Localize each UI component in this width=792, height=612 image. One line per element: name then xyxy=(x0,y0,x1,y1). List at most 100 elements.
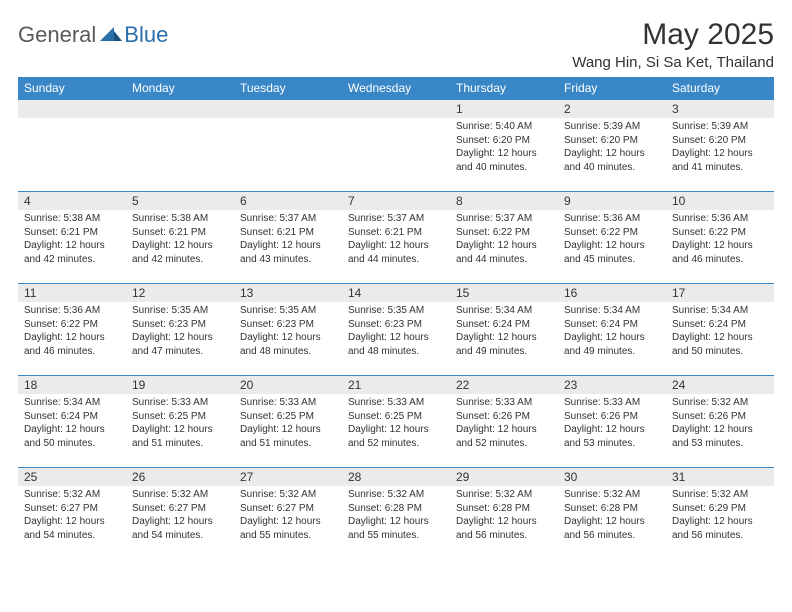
daylight-text: Daylight: 12 hours and 54 minutes. xyxy=(24,515,120,542)
day-number: 19 xyxy=(126,376,234,394)
calendar-page: General Blue May 2025 Wang Hin, Si Sa Ke… xyxy=(0,0,792,560)
sunset-text: Sunset: 6:21 PM xyxy=(132,226,228,240)
day-cell: 25Sunrise: 5:32 AMSunset: 6:27 PMDayligh… xyxy=(18,468,126,560)
day-cell: 22Sunrise: 5:33 AMSunset: 6:26 PMDayligh… xyxy=(450,376,558,468)
location-text: Wang Hin, Si Sa Ket, Thailand xyxy=(572,54,774,71)
sunset-text: Sunset: 6:22 PM xyxy=(456,226,552,240)
sunrise-text: Sunrise: 5:32 AM xyxy=(24,488,120,502)
day-number: 20 xyxy=(234,376,342,394)
day-cell: 29Sunrise: 5:32 AMSunset: 6:28 PMDayligh… xyxy=(450,468,558,560)
daylight-text: Daylight: 12 hours and 42 minutes. xyxy=(24,239,120,266)
day-cell: 20Sunrise: 5:33 AMSunset: 6:25 PMDayligh… xyxy=(234,376,342,468)
day-details xyxy=(18,118,126,178)
day-cell: 7 Sunrise: 5:37 AMSunset: 6:21 PMDaylight… xyxy=(342,192,450,284)
sunrise-text: Sunrise: 5:34 AM xyxy=(24,396,120,410)
sunrise-text: Sunrise: 5:32 AM xyxy=(456,488,552,502)
day-number: 3 xyxy=(666,100,774,118)
daylight-text: Daylight: 12 hours and 53 minutes. xyxy=(564,423,660,450)
sunset-text: Sunset: 6:23 PM xyxy=(132,318,228,332)
day-cell: 21Sunrise: 5:33 AMSunset: 6:25 PMDayligh… xyxy=(342,376,450,468)
header: General Blue May 2025 Wang Hin, Si Sa Ke… xyxy=(18,18,774,71)
day-cell: 5Sunrise: 5:38 AMSunset: 6:21 PMDaylight… xyxy=(126,192,234,284)
sunrise-text: Sunrise: 5:32 AM xyxy=(132,488,228,502)
day-number xyxy=(18,100,126,118)
day-details: Sunrise: 5:36 AMSunset: 6:22 PMDaylight:… xyxy=(666,210,774,270)
daylight-text: Daylight: 12 hours and 45 minutes. xyxy=(564,239,660,266)
day-header-wed: Wednesday xyxy=(342,77,450,100)
sunset-text: Sunset: 6:22 PM xyxy=(672,226,768,240)
logo-text-general: General xyxy=(18,22,96,48)
day-number: 9 xyxy=(558,192,666,210)
day-details: Sunrise: 5:37 AMSunset: 6:21 PMDaylight:… xyxy=(234,210,342,270)
daylight-text: Daylight: 12 hours and 52 minutes. xyxy=(456,423,552,450)
sunrise-text: Sunrise: 5:37 AM xyxy=(240,212,336,226)
day-details: Sunrise: 5:39 AMSunset: 6:20 PMDaylight:… xyxy=(558,118,666,178)
sunrise-text: Sunrise: 5:32 AM xyxy=(672,396,768,410)
sunset-text: Sunset: 6:21 PM xyxy=(348,226,444,240)
day-cell: 16Sunrise: 5:34 AMSunset: 6:24 PMDayligh… xyxy=(558,284,666,376)
day-details: Sunrise: 5:32 AMSunset: 6:29 PMDaylight:… xyxy=(666,486,774,546)
week-row: 25Sunrise: 5:32 AMSunset: 6:27 PMDayligh… xyxy=(18,468,774,560)
day-number: 16 xyxy=(558,284,666,302)
sunrise-text: Sunrise: 5:35 AM xyxy=(240,304,336,318)
sunset-text: Sunset: 6:27 PM xyxy=(132,502,228,516)
sunrise-text: Sunrise: 5:33 AM xyxy=(456,396,552,410)
day-number: 25 xyxy=(18,468,126,486)
day-details: Sunrise: 5:32 AMSunset: 6:26 PMDaylight:… xyxy=(666,394,774,454)
logo: General Blue xyxy=(18,18,168,48)
day-cell: 27Sunrise: 5:32 AMSunset: 6:27 PMDayligh… xyxy=(234,468,342,560)
day-number: 17 xyxy=(666,284,774,302)
sunrise-text: Sunrise: 5:36 AM xyxy=(564,212,660,226)
day-details: Sunrise: 5:36 AMSunset: 6:22 PMDaylight:… xyxy=(558,210,666,270)
day-number: 21 xyxy=(342,376,450,394)
day-header-fri: Friday xyxy=(558,77,666,100)
day-number: 11 xyxy=(18,284,126,302)
day-number: 13 xyxy=(234,284,342,302)
sunset-text: Sunset: 6:28 PM xyxy=(348,502,444,516)
day-number: 14 xyxy=(342,284,450,302)
sunset-text: Sunset: 6:28 PM xyxy=(456,502,552,516)
day-details xyxy=(126,118,234,178)
sunset-text: Sunset: 6:26 PM xyxy=(564,410,660,424)
day-number: 12 xyxy=(126,284,234,302)
day-header-mon: Monday xyxy=(126,77,234,100)
day-header-tue: Tuesday xyxy=(234,77,342,100)
daylight-text: Daylight: 12 hours and 42 minutes. xyxy=(132,239,228,266)
daylight-text: Daylight: 12 hours and 46 minutes. xyxy=(672,239,768,266)
day-cell xyxy=(342,100,450,192)
day-number: 28 xyxy=(342,468,450,486)
sunrise-text: Sunrise: 5:34 AM xyxy=(456,304,552,318)
day-details: Sunrise: 5:39 AMSunset: 6:20 PMDaylight:… xyxy=(666,118,774,178)
sunrise-text: Sunrise: 5:37 AM xyxy=(456,212,552,226)
daylight-text: Daylight: 12 hours and 53 minutes. xyxy=(672,423,768,450)
sunrise-text: Sunrise: 5:37 AM xyxy=(348,212,444,226)
daylight-text: Daylight: 12 hours and 44 minutes. xyxy=(348,239,444,266)
day-number: 10 xyxy=(666,192,774,210)
sunset-text: Sunset: 6:25 PM xyxy=(240,410,336,424)
sunset-text: Sunset: 6:28 PM xyxy=(564,502,660,516)
day-details: Sunrise: 5:32 AMSunset: 6:28 PMDaylight:… xyxy=(450,486,558,546)
day-cell: 3Sunrise: 5:39 AMSunset: 6:20 PMDaylight… xyxy=(666,100,774,192)
daylight-text: Daylight: 12 hours and 56 minutes. xyxy=(564,515,660,542)
sunrise-text: Sunrise: 5:32 AM xyxy=(348,488,444,502)
day-cell: 10Sunrise: 5:36 AMSunset: 6:22 PMDayligh… xyxy=(666,192,774,284)
daylight-text: Daylight: 12 hours and 46 minutes. xyxy=(24,331,120,358)
day-details: Sunrise: 5:33 AMSunset: 6:26 PMDaylight:… xyxy=(450,394,558,454)
day-number: 18 xyxy=(18,376,126,394)
sunset-text: Sunset: 6:24 PM xyxy=(456,318,552,332)
day-cell: 9Sunrise: 5:36 AMSunset: 6:22 PMDaylight… xyxy=(558,192,666,284)
daylight-text: Daylight: 12 hours and 44 minutes. xyxy=(456,239,552,266)
day-number: 7 xyxy=(342,192,450,210)
daylight-text: Daylight: 12 hours and 50 minutes. xyxy=(672,331,768,358)
day-cell: 31Sunrise: 5:32 AMSunset: 6:29 PMDayligh… xyxy=(666,468,774,560)
day-number: 30 xyxy=(558,468,666,486)
day-cell: 8Sunrise: 5:37 AMSunset: 6:22 PMDaylight… xyxy=(450,192,558,284)
sunrise-text: Sunrise: 5:36 AM xyxy=(672,212,768,226)
day-cell: 23Sunrise: 5:33 AMSunset: 6:26 PMDayligh… xyxy=(558,376,666,468)
sunrise-text: Sunrise: 5:35 AM xyxy=(132,304,228,318)
day-number: 31 xyxy=(666,468,774,486)
day-cell xyxy=(234,100,342,192)
day-details: Sunrise: 5:32 AMSunset: 6:28 PMDaylight:… xyxy=(558,486,666,546)
day-number: 5 xyxy=(126,192,234,210)
day-details: Sunrise: 5:34 AMSunset: 6:24 PMDaylight:… xyxy=(450,302,558,362)
